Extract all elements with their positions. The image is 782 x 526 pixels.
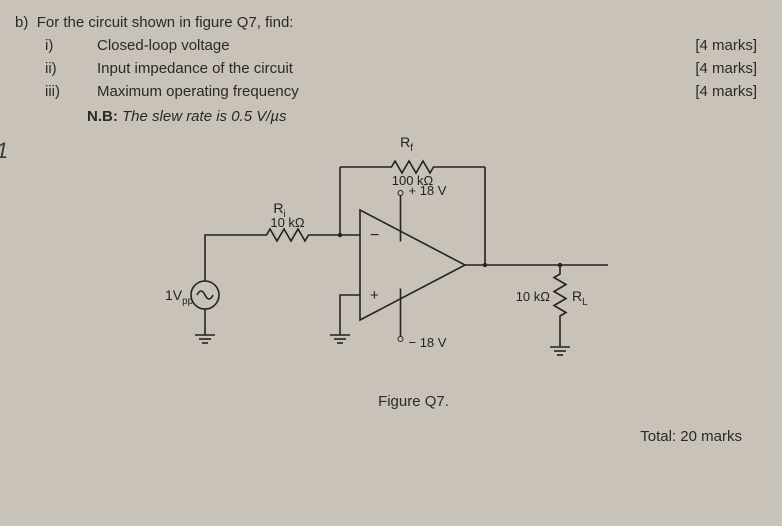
svg-text:+: + [370, 287, 379, 304]
item-text: Input impedance of the circuit [97, 60, 293, 77]
svg-text:RL: RL [572, 288, 588, 308]
item-label: ii) [45, 60, 69, 77]
svg-text:10 kΩ: 10 kΩ [270, 215, 305, 230]
item-marks: [4 marks] [695, 83, 757, 100]
total-marks: Total: 20 marks [15, 428, 742, 445]
prompt-prefix: b) [15, 14, 28, 31]
item-label: i) [45, 37, 69, 54]
svg-text:10 kΩ: 10 kΩ [516, 289, 551, 304]
svg-text:1Vpp: 1Vpp [165, 287, 194, 307]
item-label: iii) [45, 83, 69, 100]
svg-text:+ 18 V: + 18 V [409, 183, 447, 198]
item-2: ii) Input impedance of the circuit [4 ma… [45, 60, 762, 77]
nb-text: The slew rate is 0.5 V/µs [122, 108, 287, 125]
figure-caption: Figure Q7. [65, 393, 762, 410]
nb-note: N.B: The slew rate is 0.5 V/µs [87, 108, 762, 125]
page-edge-mark: 1 [0, 138, 8, 164]
item-text: Maximum operating frequency [97, 83, 299, 100]
circuit-figure: 1VppRi10 kΩRf100 kΩ−++ 18 V− 18 V10 kΩRL [145, 135, 665, 395]
svg-text:−: − [370, 227, 379, 244]
item-text: Closed-loop voltage [97, 37, 230, 54]
svg-text:Rf: Rf [400, 135, 413, 154]
item-3: iii) Maximum operating frequency [4 mark… [45, 83, 762, 100]
item-marks: [4 marks] [695, 37, 757, 54]
question-prompt: b) For the circuit shown in figure Q7, f… [15, 14, 762, 31]
item-marks: [4 marks] [695, 60, 757, 77]
nb-prefix: N.B: [87, 108, 118, 125]
prompt-text: For the circuit shown in figure Q7, find… [37, 14, 294, 31]
item-1: i) Closed-loop voltage [4 marks] [45, 37, 762, 54]
svg-text:− 18 V: − 18 V [409, 335, 447, 350]
